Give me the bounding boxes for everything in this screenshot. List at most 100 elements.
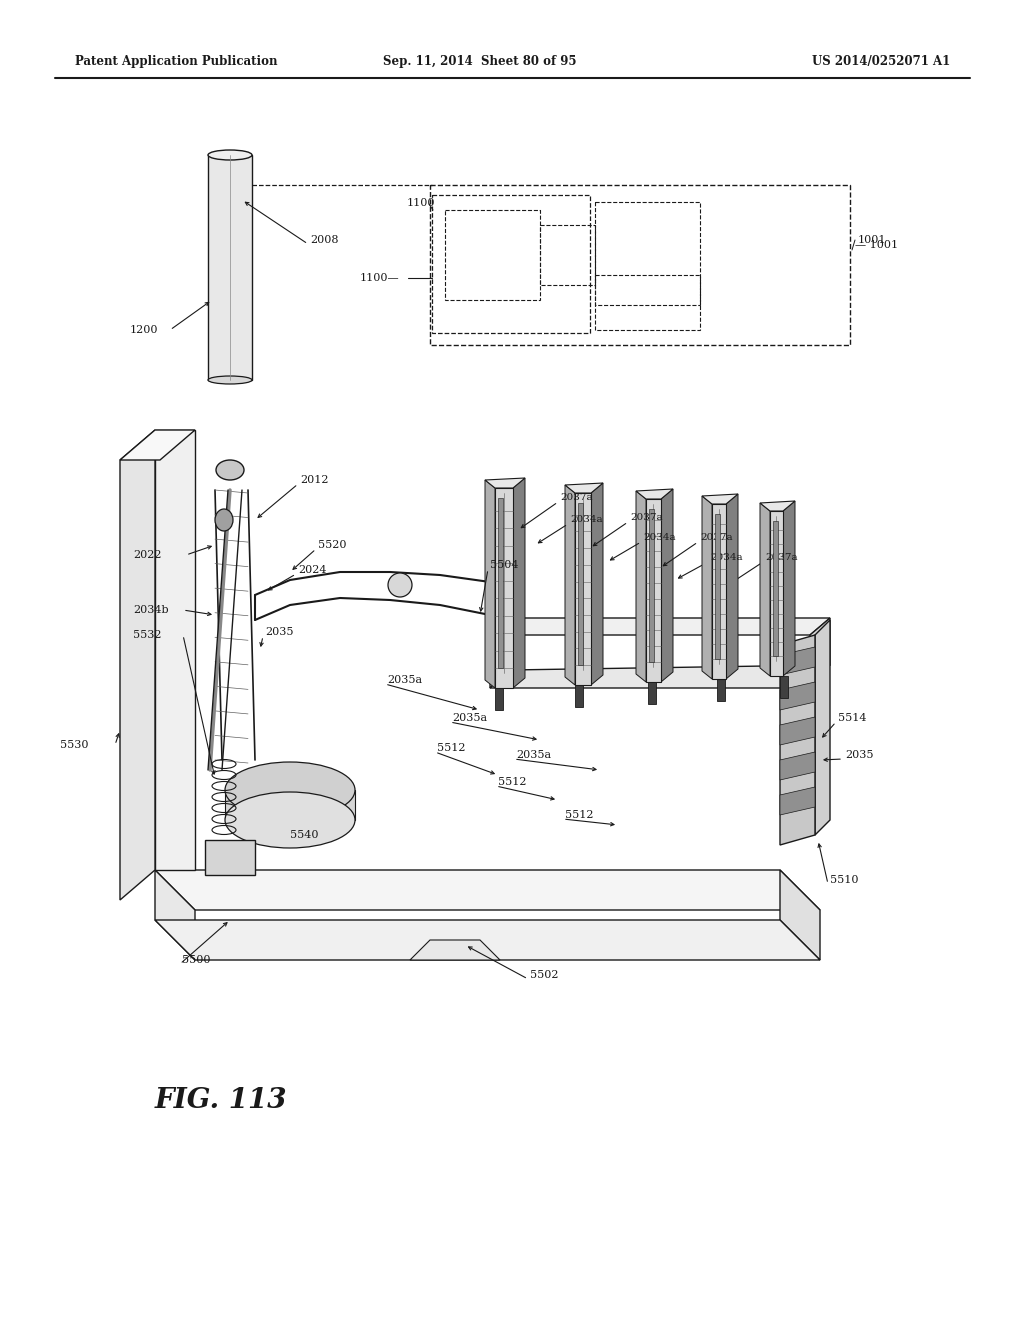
Text: 5512: 5512 bbox=[498, 777, 526, 787]
Text: 2035a: 2035a bbox=[516, 750, 551, 760]
Polygon shape bbox=[715, 513, 720, 659]
Polygon shape bbox=[155, 870, 820, 909]
Text: 5512: 5512 bbox=[437, 743, 466, 752]
Bar bbox=[430, 185, 850, 345]
Polygon shape bbox=[575, 685, 583, 708]
Polygon shape bbox=[662, 488, 673, 682]
Text: 5510: 5510 bbox=[830, 875, 858, 884]
Text: 2034a: 2034a bbox=[643, 533, 676, 543]
Ellipse shape bbox=[208, 150, 252, 160]
Text: 5500: 5500 bbox=[182, 954, 211, 965]
Ellipse shape bbox=[225, 762, 355, 818]
Polygon shape bbox=[155, 920, 820, 960]
Text: 1001: 1001 bbox=[858, 235, 887, 246]
Ellipse shape bbox=[216, 459, 244, 480]
Text: Sep. 11, 2014  Sheet 80 of 95: Sep. 11, 2014 Sheet 80 of 95 bbox=[383, 55, 577, 69]
Polygon shape bbox=[225, 789, 355, 820]
Polygon shape bbox=[712, 504, 726, 678]
Text: 2008: 2008 bbox=[310, 235, 339, 246]
Text: 2012: 2012 bbox=[300, 475, 329, 484]
Polygon shape bbox=[702, 494, 738, 504]
Polygon shape bbox=[780, 635, 815, 845]
Polygon shape bbox=[780, 787, 815, 814]
Text: Patent Application Publication: Patent Application Publication bbox=[75, 55, 278, 69]
Polygon shape bbox=[717, 678, 725, 701]
Polygon shape bbox=[208, 154, 252, 380]
Polygon shape bbox=[591, 483, 603, 685]
Polygon shape bbox=[490, 665, 830, 688]
Text: 2022: 2022 bbox=[133, 550, 162, 560]
Text: 5502: 5502 bbox=[530, 970, 558, 979]
Circle shape bbox=[388, 573, 412, 597]
Text: 1100—: 1100— bbox=[360, 273, 399, 282]
Polygon shape bbox=[575, 492, 591, 685]
Text: US 2014/0252071 A1: US 2014/0252071 A1 bbox=[812, 55, 950, 69]
Polygon shape bbox=[485, 478, 525, 488]
Polygon shape bbox=[780, 682, 815, 710]
Polygon shape bbox=[780, 647, 815, 675]
Polygon shape bbox=[495, 488, 513, 688]
Polygon shape bbox=[513, 478, 525, 688]
Polygon shape bbox=[780, 676, 788, 698]
Polygon shape bbox=[649, 510, 654, 663]
Text: 5514: 5514 bbox=[838, 713, 866, 723]
Text: 2034a: 2034a bbox=[570, 516, 603, 524]
Polygon shape bbox=[702, 496, 712, 678]
Polygon shape bbox=[578, 503, 583, 665]
Polygon shape bbox=[646, 499, 662, 682]
Text: FIG. 113: FIG. 113 bbox=[155, 1086, 288, 1114]
Polygon shape bbox=[155, 870, 195, 960]
Polygon shape bbox=[780, 752, 815, 780]
Text: 5532: 5532 bbox=[133, 630, 162, 640]
Polygon shape bbox=[120, 430, 195, 459]
Polygon shape bbox=[780, 870, 820, 960]
Text: 2037a: 2037a bbox=[560, 494, 593, 503]
Bar bbox=[540, 224, 595, 285]
Text: 5512: 5512 bbox=[565, 810, 594, 820]
Text: 2037a: 2037a bbox=[700, 533, 732, 543]
Bar bbox=[432, 195, 590, 333]
Ellipse shape bbox=[225, 792, 355, 847]
Bar bbox=[595, 275, 700, 330]
Text: 2037a: 2037a bbox=[630, 513, 663, 523]
Polygon shape bbox=[783, 502, 795, 676]
Polygon shape bbox=[810, 618, 830, 682]
Polygon shape bbox=[815, 620, 830, 836]
Text: 1100: 1100 bbox=[407, 198, 435, 209]
Text: — 1001: — 1001 bbox=[855, 240, 898, 249]
Bar bbox=[595, 202, 700, 305]
Text: 2035: 2035 bbox=[265, 627, 294, 638]
Text: 2035: 2035 bbox=[845, 750, 873, 760]
Polygon shape bbox=[410, 940, 500, 960]
Polygon shape bbox=[155, 430, 195, 870]
Polygon shape bbox=[780, 717, 815, 744]
Text: 5520: 5520 bbox=[318, 540, 346, 550]
Polygon shape bbox=[120, 430, 155, 900]
Polygon shape bbox=[490, 618, 830, 635]
Text: 1200: 1200 bbox=[130, 325, 159, 335]
Text: 2035a: 2035a bbox=[387, 675, 422, 685]
Text: 2024: 2024 bbox=[298, 565, 327, 576]
Polygon shape bbox=[770, 511, 783, 676]
Text: 2034b: 2034b bbox=[133, 605, 169, 615]
Polygon shape bbox=[636, 488, 673, 499]
Polygon shape bbox=[490, 618, 510, 688]
Text: 5530: 5530 bbox=[60, 741, 88, 750]
Polygon shape bbox=[648, 682, 656, 704]
Ellipse shape bbox=[215, 510, 233, 531]
Polygon shape bbox=[205, 840, 255, 875]
Text: 2035a: 2035a bbox=[452, 713, 487, 723]
Text: 2037a: 2037a bbox=[765, 553, 798, 562]
Polygon shape bbox=[485, 480, 495, 688]
Polygon shape bbox=[760, 503, 770, 676]
Polygon shape bbox=[636, 491, 646, 682]
Bar bbox=[445, 210, 540, 300]
Polygon shape bbox=[760, 502, 795, 511]
Polygon shape bbox=[565, 483, 603, 492]
Polygon shape bbox=[773, 521, 778, 656]
Polygon shape bbox=[565, 484, 575, 685]
Text: 2034a: 2034a bbox=[710, 553, 742, 562]
Polygon shape bbox=[498, 498, 503, 668]
Text: 5540: 5540 bbox=[290, 830, 318, 840]
Polygon shape bbox=[726, 494, 738, 678]
